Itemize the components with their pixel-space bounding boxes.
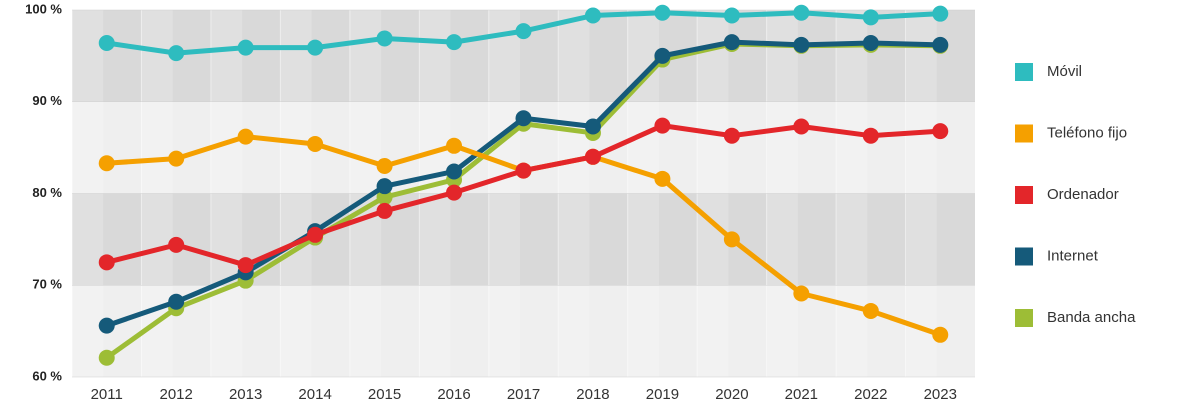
x-tick-label: 2011 xyxy=(91,386,123,403)
point xyxy=(307,135,324,152)
point xyxy=(723,231,740,248)
point xyxy=(932,36,949,53)
point xyxy=(376,178,393,195)
point xyxy=(932,5,949,22)
x-tick-label: 2019 xyxy=(646,386,679,403)
point xyxy=(376,189,393,206)
point xyxy=(584,7,601,24)
x-tick-label: 2017 xyxy=(507,386,540,403)
point xyxy=(584,148,601,165)
band xyxy=(72,193,975,286)
point xyxy=(168,293,185,310)
x-tick-label: 2022 xyxy=(854,386,887,403)
x-tick-label: 2015 xyxy=(368,386,401,403)
legend-label: Banda ancha xyxy=(1047,309,1136,326)
point xyxy=(376,30,393,47)
point xyxy=(793,285,810,302)
legend-swatch xyxy=(1015,186,1033,204)
point xyxy=(584,118,601,135)
legend-label: Móvil xyxy=(1047,63,1082,80)
point xyxy=(862,9,879,26)
point xyxy=(932,326,949,343)
point xyxy=(307,39,324,56)
point xyxy=(446,184,463,201)
x-tick-label: 2012 xyxy=(160,386,193,403)
point xyxy=(723,7,740,24)
point xyxy=(654,4,671,21)
point xyxy=(98,35,115,52)
point xyxy=(515,110,532,127)
legend-swatch xyxy=(1015,63,1033,81)
point xyxy=(168,45,185,62)
point xyxy=(237,257,254,274)
x-tick-label: 2018 xyxy=(576,386,609,403)
legend-swatch xyxy=(1015,124,1033,143)
point xyxy=(446,163,463,180)
point xyxy=(862,35,879,52)
point xyxy=(446,137,463,154)
point xyxy=(168,236,185,253)
y-tick-label: 60 % xyxy=(32,368,62,383)
x-tick-label: 2023 xyxy=(924,386,957,403)
legend-label: Teléfono fijo xyxy=(1047,124,1127,141)
x-tick-label: 2016 xyxy=(437,386,470,403)
x-tick-label: 2014 xyxy=(298,386,331,403)
point xyxy=(376,157,393,174)
point xyxy=(932,123,949,140)
y-tick-label: 70 % xyxy=(32,277,62,292)
y-tick-label: 80 % xyxy=(32,185,62,200)
point xyxy=(515,162,532,179)
legend-label: Internet xyxy=(1047,247,1099,264)
point xyxy=(237,39,254,56)
point xyxy=(98,349,115,366)
point xyxy=(862,127,879,144)
y-tick-label: 90 % xyxy=(32,93,62,108)
legend-label: Ordenador xyxy=(1047,186,1119,203)
point xyxy=(654,117,671,134)
legend-swatch xyxy=(1015,247,1033,266)
point xyxy=(723,34,740,51)
x-tick-label: 2020 xyxy=(715,386,748,403)
point xyxy=(98,254,115,271)
legend-swatch xyxy=(1015,309,1033,327)
point xyxy=(515,23,532,40)
point xyxy=(654,47,671,64)
point xyxy=(376,202,393,219)
point xyxy=(98,317,115,334)
point xyxy=(793,118,810,135)
x-tick-label: 2013 xyxy=(229,386,262,403)
y-tick-label: 100 % xyxy=(25,1,62,16)
x-tick-label: 2021 xyxy=(785,386,818,403)
point xyxy=(98,155,115,172)
point xyxy=(307,226,324,243)
point xyxy=(168,150,185,167)
point xyxy=(862,302,879,319)
point xyxy=(654,170,671,187)
point xyxy=(723,127,740,144)
point xyxy=(793,4,810,21)
point xyxy=(237,128,254,145)
point xyxy=(793,36,810,53)
point xyxy=(446,34,463,51)
